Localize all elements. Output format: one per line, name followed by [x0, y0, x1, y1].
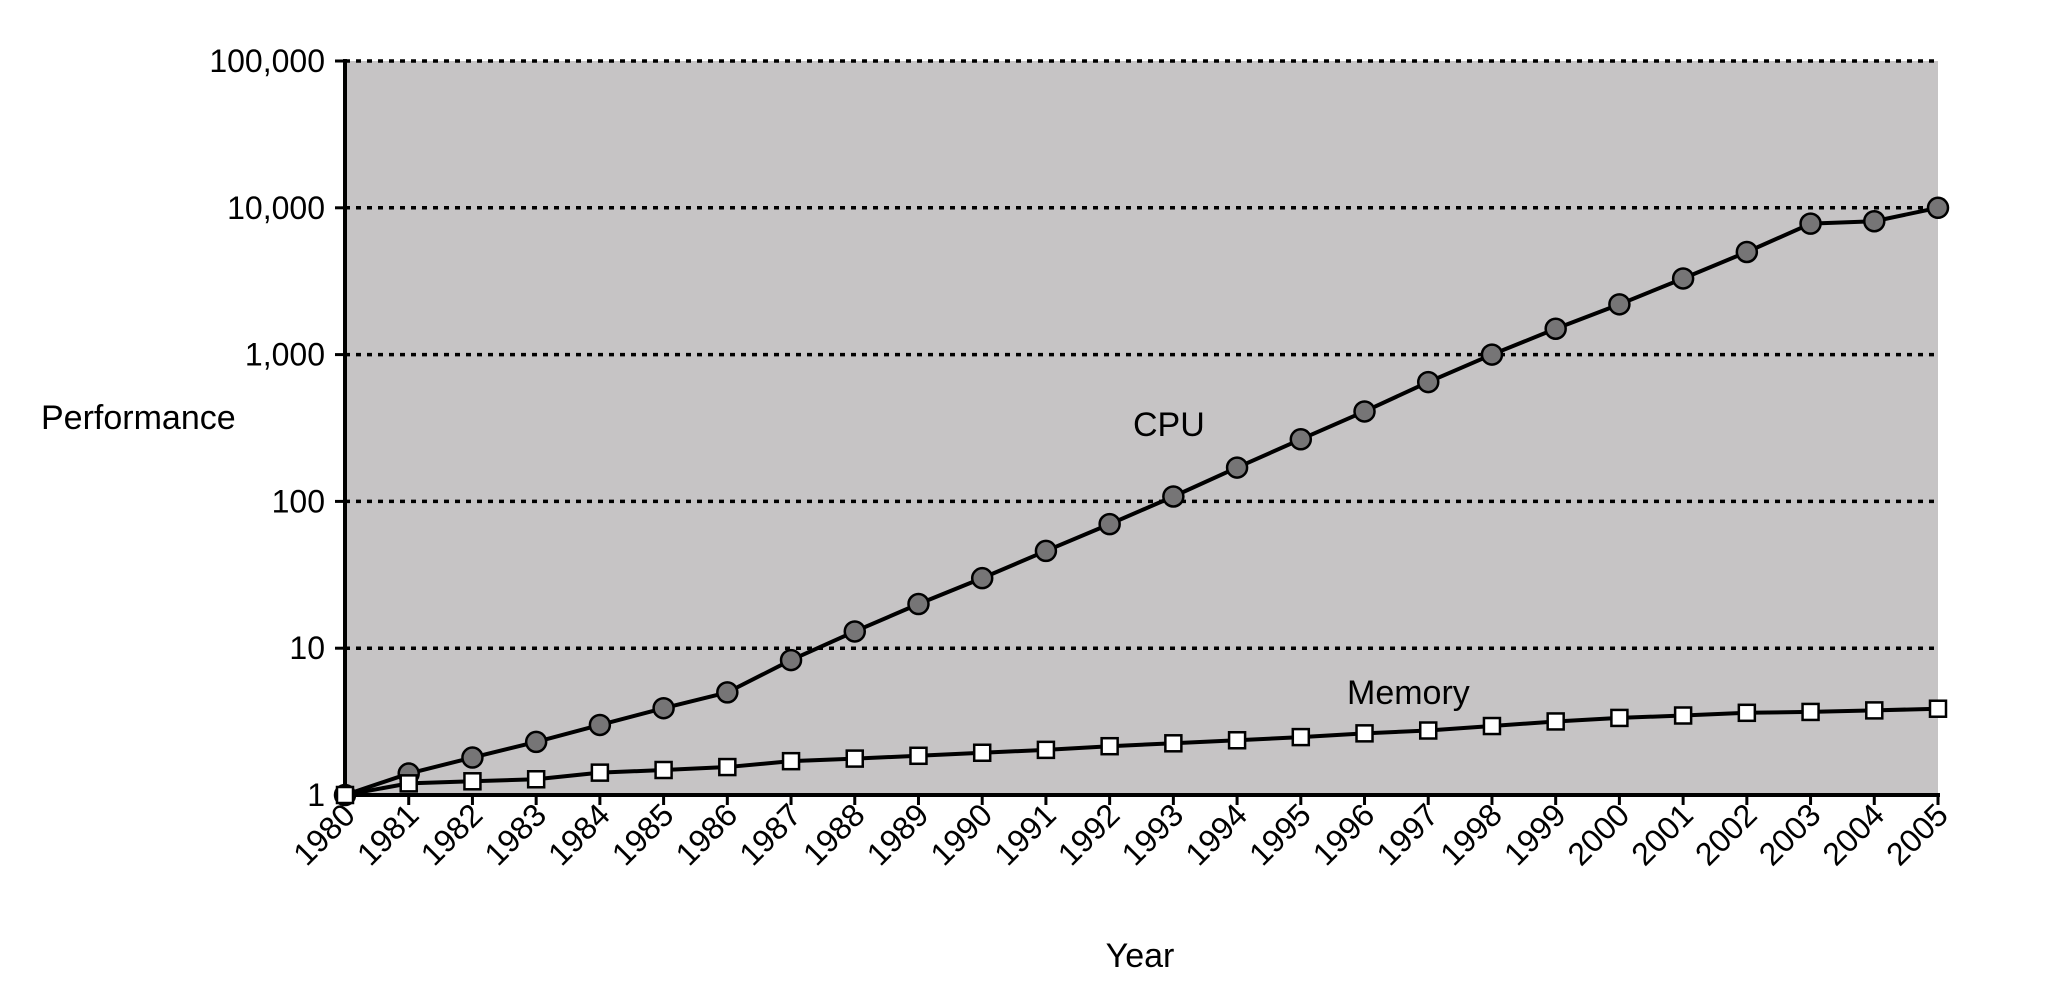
x-tick-label: 1996: [1306, 796, 1382, 872]
x-tick-labels: 1980198119821983198419851986198719881989…: [286, 796, 1955, 872]
data-point-memory: [1036, 740, 1056, 760]
x-tick-label: 2000: [1561, 796, 1637, 872]
data-point-cpu: [1353, 400, 1376, 423]
x-tick-label: 1989: [860, 796, 936, 872]
data-point-cpu: [1735, 240, 1759, 264]
data-point-cpu: [1225, 456, 1249, 479]
data-point-memory: [1355, 724, 1374, 743]
x-tick-label: 2002: [1688, 796, 1764, 872]
data-point-cpu: [1162, 485, 1185, 508]
data-point-memory: [1737, 703, 1757, 723]
data-point-memory: [1100, 736, 1119, 756]
data-point-cpu: [652, 696, 675, 720]
data-point-cpu: [1034, 539, 1058, 563]
data-point-cpu: [1544, 317, 1567, 340]
data-point-memory: [781, 751, 801, 771]
axes: [343, 59, 1940, 805]
series-label-cpu: CPU: [1133, 406, 1205, 444]
x-tick-label: 1987: [732, 796, 808, 872]
x-tick-label: 2005: [1879, 796, 1955, 872]
x-tick-label: 1983: [477, 796, 553, 872]
x-tick-label: 1997: [1369, 796, 1445, 872]
y-tick-labels: 1 10 100 1,000 10,000 100,000: [209, 43, 325, 813]
series-line-memory: [344, 706, 1939, 797]
data-point-memory: [654, 760, 673, 780]
x-tick-label: 1993: [1115, 796, 1191, 872]
x-tick-label: 1998: [1433, 796, 1509, 872]
data-point-memory: [1291, 727, 1311, 747]
y-tick-label: 10: [289, 630, 325, 666]
x-axis-title: Year: [1106, 937, 1175, 975]
data-point-cpu: [461, 746, 484, 769]
y-tick-label: 1,000: [245, 337, 325, 373]
data-point-memory: [1482, 716, 1502, 736]
data-point-cpu: [779, 648, 803, 672]
x-tick-label: 1992: [1051, 796, 1127, 872]
y-tick-label: 100: [272, 483, 325, 519]
x-tick-label: 1990: [923, 796, 999, 872]
data-point-cpu: [1289, 428, 1313, 451]
x-tick-label: 1991: [987, 796, 1063, 872]
y-tick-label: 100,000: [209, 43, 325, 79]
x-tick-label: 2004: [1815, 796, 1891, 872]
data-point-memory: [1610, 708, 1629, 728]
data-point-cpu: [1671, 267, 1695, 290]
x-tick-label: 1980: [286, 796, 362, 872]
data-point-cpu: [1416, 370, 1440, 394]
x-tick-label: 1999: [1497, 796, 1573, 872]
data-point-cpu: [588, 713, 612, 737]
data-point-cpu: [843, 620, 867, 643]
data-point-cpu: [1926, 196, 1950, 220]
x-tick-label: 1985: [605, 796, 681, 872]
y-tick-label: 1: [307, 777, 325, 813]
data-point-memory: [1673, 706, 1693, 725]
data-point-memory: [909, 746, 928, 766]
x-tick-label: 1994: [1178, 796, 1254, 872]
data-point-cpu: [524, 730, 548, 754]
y-tick-label: 10,000: [227, 190, 325, 226]
data-point-memory: [1227, 731, 1247, 750]
data-point-memory: [718, 757, 737, 777]
data-point-memory: [590, 763, 610, 782]
data-point-memory: [335, 785, 355, 805]
x-tick-label: 1981: [350, 796, 426, 872]
series-label-memory: Memory: [1347, 674, 1470, 712]
x-tick-label: 1995: [1242, 796, 1318, 872]
data-point-memory: [399, 774, 418, 793]
series-markers: [333, 196, 1950, 807]
data-point-memory: [972, 743, 992, 763]
data-point-memory: [463, 772, 482, 791]
data-point-cpu: [1799, 212, 1822, 235]
data-point-memory: [1164, 734, 1183, 753]
y-axis-title: Performance: [41, 399, 236, 437]
data-point-cpu: [1098, 512, 1121, 536]
data-point-cpu: [1608, 293, 1631, 316]
data-point-cpu: [1863, 209, 1886, 233]
data-point-cpu: [970, 566, 994, 590]
data-point-memory: [526, 770, 546, 789]
data-point-cpu: [1480, 343, 1504, 366]
x-tick-label: 2003: [1752, 796, 1828, 872]
data-point-memory: [1865, 701, 1884, 720]
x-tick-label: 1984: [541, 796, 617, 872]
data-point-memory: [1546, 712, 1565, 731]
data-point-memory: [1928, 699, 1948, 718]
x-tick-label: 1986: [668, 796, 744, 872]
data-point-cpu: [907, 592, 930, 616]
plot-area: [345, 61, 1938, 795]
data-point-memory: [1418, 721, 1438, 740]
grid-lines: [335, 59, 1938, 797]
x-tick-label: 1982: [414, 796, 490, 872]
data-point-memory: [845, 749, 865, 768]
x-tick-label: 2001: [1624, 796, 1700, 872]
x-tick-label: 1988: [796, 796, 872, 872]
data-point-memory: [1801, 702, 1820, 722]
data-point-cpu: [716, 681, 739, 704]
